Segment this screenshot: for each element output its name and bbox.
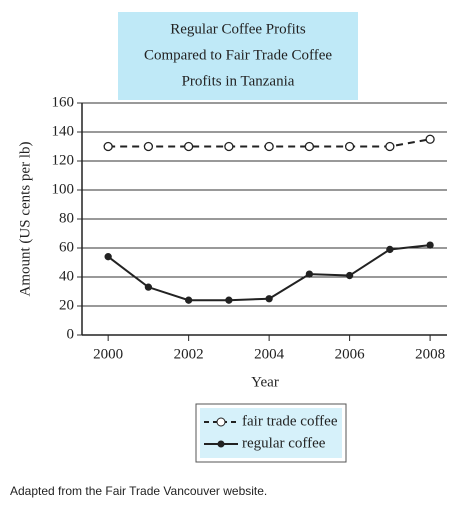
chart-title: Regular Coffee Profits xyxy=(170,21,306,37)
y-tick-label: 40 xyxy=(59,268,74,284)
data-point xyxy=(265,295,273,303)
data-point xyxy=(183,141,194,152)
chart-title: Profits in Tanzania xyxy=(182,73,295,89)
data-point xyxy=(304,141,315,152)
x-tick-label: 2008 xyxy=(415,346,445,362)
data-point xyxy=(264,141,274,152)
x-tick-label: 2006 xyxy=(335,346,366,362)
data-point xyxy=(386,245,394,254)
data-point xyxy=(425,134,435,144)
data-point xyxy=(104,253,112,261)
data-point xyxy=(385,141,395,152)
y-tick-label: 60 xyxy=(59,239,74,255)
x-axis-label: Year xyxy=(251,374,279,390)
y-tick-label: 0 xyxy=(67,326,75,342)
legend-label: regular coffee xyxy=(242,435,326,451)
data-point xyxy=(345,271,354,280)
data-point xyxy=(305,270,314,278)
x-tick-label: 2002 xyxy=(174,346,204,362)
legend-bg xyxy=(200,408,342,458)
data-point xyxy=(344,141,355,152)
y-tick-label: 100 xyxy=(52,181,75,197)
title-box xyxy=(118,12,358,100)
x-tick-label: 2004 xyxy=(254,346,285,362)
data-point xyxy=(103,141,113,152)
legend-label: fair trade coffee xyxy=(242,413,338,429)
source-note: Adapted from the Fair Trade Vancouver we… xyxy=(10,484,267,498)
data-point xyxy=(224,141,234,152)
y-axis-label: Amount (US cents per lb) xyxy=(17,142,33,297)
chart-title: Compared to Fair Trade Coffee xyxy=(144,47,332,63)
y-tick-label: 140 xyxy=(52,123,75,139)
data-point xyxy=(144,283,153,291)
y-tick-label: 80 xyxy=(59,210,74,226)
legend-marker xyxy=(217,440,225,448)
legend-marker xyxy=(216,417,226,427)
y-tick-label: 20 xyxy=(59,297,74,313)
data-point xyxy=(143,141,154,152)
data-point xyxy=(184,296,193,304)
data-point xyxy=(426,241,434,249)
x-tick-label: 2000 xyxy=(93,346,123,362)
series-line xyxy=(107,244,431,302)
y-tick-label: 120 xyxy=(52,152,75,168)
data-point xyxy=(225,296,233,304)
y-tick-label: 160 xyxy=(52,94,75,110)
